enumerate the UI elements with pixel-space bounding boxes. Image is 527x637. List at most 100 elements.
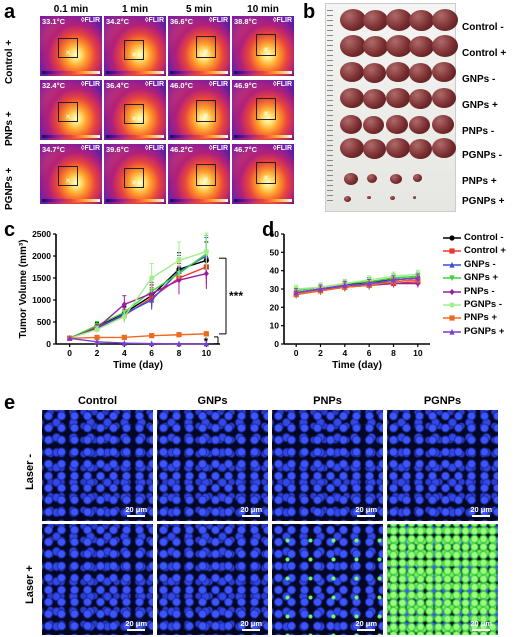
- tumor-sample: [432, 9, 458, 31]
- flir-logo: ◊FLIR: [144, 81, 164, 88]
- measurement-box: [256, 162, 276, 184]
- crosshair-icon: ✕: [131, 180, 137, 187]
- thermal-image: 46.0°C ◊FLIR ✕: [168, 80, 230, 140]
- measurement-box: [124, 104, 144, 124]
- x-tick-label: 8: [177, 348, 182, 358]
- y-tick-label: 1000: [32, 295, 51, 305]
- legend-label: PGNPs -: [464, 299, 503, 310]
- legend-label: Control -: [464, 232, 504, 243]
- tumor-sample: [409, 88, 432, 109]
- time-label-3: 10 min: [247, 4, 279, 15]
- tumor-sample: [386, 138, 410, 158]
- scale-bar-line: [472, 629, 491, 631]
- tumor-sample: [386, 88, 410, 108]
- legend-swatch: [443, 302, 461, 308]
- legend-swatch: [443, 275, 461, 282]
- tumor-group-label: GNPs -: [462, 74, 496, 85]
- tumor-sample: [367, 196, 371, 199]
- tumor-group-label: PGNPs -: [462, 150, 503, 161]
- data-point: [176, 340, 182, 347]
- x-tick-label: 4: [122, 348, 127, 358]
- panel-c-label: c: [4, 219, 16, 241]
- panel-d-label: d: [262, 219, 275, 241]
- crosshair-icon: ✕: [65, 50, 71, 57]
- x-tick-label: 4: [342, 348, 347, 358]
- thermal-image: 34.7°C ◊FLIR ✕: [40, 144, 102, 204]
- temperature-readout: 39.6°C: [106, 145, 130, 154]
- tumor-sample: [409, 9, 434, 31]
- thermal-image: 36.4°C ◊FLIR ✕: [104, 80, 166, 140]
- fluorescence-micrograph: 20 μm: [157, 524, 268, 635]
- tumor-group-label: Control -: [462, 22, 504, 33]
- series-line: [296, 273, 418, 290]
- scale-bar-line: [357, 629, 376, 631]
- fluorescence-micrograph: 20 μm: [42, 524, 153, 635]
- data-point: [415, 274, 421, 281]
- fluorescence-micrograph: 20 μm: [272, 410, 383, 521]
- significance-marker: *: [204, 336, 209, 348]
- y-tick-label: 2000: [32, 251, 51, 261]
- x-tick-label: 10: [413, 348, 423, 358]
- tumor-sample: [432, 35, 458, 57]
- legend-marker: [449, 235, 455, 241]
- thermal-image: 34.2°C ◊FLIR ✕: [104, 16, 166, 76]
- tumor-sample: [340, 62, 364, 82]
- flir-logo: ◊FLIR: [144, 17, 164, 24]
- temperature-readout: 33.1°C: [42, 17, 66, 26]
- measurement-box: [58, 166, 78, 186]
- crosshair-icon: ✕: [131, 116, 137, 123]
- data-point: [94, 338, 100, 345]
- legend-item: PGNPs -: [442, 299, 526, 311]
- micrograph-column-title: PGNPs: [423, 395, 462, 407]
- tumor-sample: [344, 173, 358, 185]
- tumor-group-label: PNPs +: [462, 176, 497, 187]
- crosshair-icon: ✕: [263, 111, 269, 118]
- legend-swatch: [443, 235, 461, 241]
- tumor-sample: [363, 115, 384, 134]
- scale-bar-label: 20 μm: [470, 505, 492, 514]
- tumor-group-label: GNPs +: [462, 100, 498, 111]
- x-axis-label: Time (day): [332, 360, 382, 371]
- tumor-volume-chart: 0 500 1000 1500 2000 2500 0 2 4 6 8 10 Time (day) Tum…: [18, 229, 243, 371]
- micrograph-row-label: Laser -: [24, 453, 36, 490]
- scale-bar: 20 μm: [470, 505, 492, 517]
- temperature-readout: 38.8°C: [234, 17, 258, 26]
- row-label-pgnps-plus: PGNPs +: [4, 167, 15, 210]
- tumor-sample: [409, 115, 430, 134]
- measurement-box: [58, 102, 78, 122]
- scale-bar-line: [472, 515, 491, 517]
- legend-label: PGNPs +: [464, 325, 505, 337]
- thermal-image: 39.6°C ◊FLIR ✕: [104, 144, 166, 204]
- flir-logo: ◊FLIR: [272, 145, 292, 152]
- measurement-box: [58, 38, 78, 58]
- data-point: [67, 335, 73, 341]
- temperature-readout: 34.2°C: [106, 17, 130, 26]
- legend-item: GNPs +: [442, 272, 526, 284]
- x-tick-label: 2: [95, 348, 100, 358]
- flir-logo: ◊FLIR: [272, 81, 292, 88]
- thermal-image: 36.6°C ◊FLIR ✕: [168, 16, 230, 76]
- legend-marker: [449, 275, 455, 282]
- scale-bar-label: 20 μm: [125, 505, 147, 514]
- flir-logo: ◊FLIR: [208, 17, 228, 24]
- x-tick-label: 0: [67, 348, 72, 358]
- legend-label: GNPs +: [464, 272, 499, 284]
- color-scale-bar: [170, 135, 228, 138]
- tumor-group-label: PNPs -: [462, 126, 495, 137]
- temperature-readout: 46.2°C: [170, 145, 194, 154]
- scale-bar-line: [127, 629, 146, 631]
- crosshair-icon: ✕: [203, 113, 209, 120]
- measurement-box: [124, 40, 144, 60]
- data-point: [203, 331, 209, 337]
- series-line: [69, 337, 207, 345]
- scale-bar-label: 20 μm: [355, 619, 377, 628]
- tumor-sample: [340, 9, 366, 31]
- legend-marker: [449, 288, 455, 295]
- tumor-sample: [390, 196, 395, 200]
- flir-logo: ◊FLIR: [80, 145, 100, 152]
- legend-marker: [449, 328, 455, 335]
- data-point: [203, 270, 209, 277]
- tumor-sample: [413, 174, 422, 182]
- tumor-sample: [409, 35, 434, 57]
